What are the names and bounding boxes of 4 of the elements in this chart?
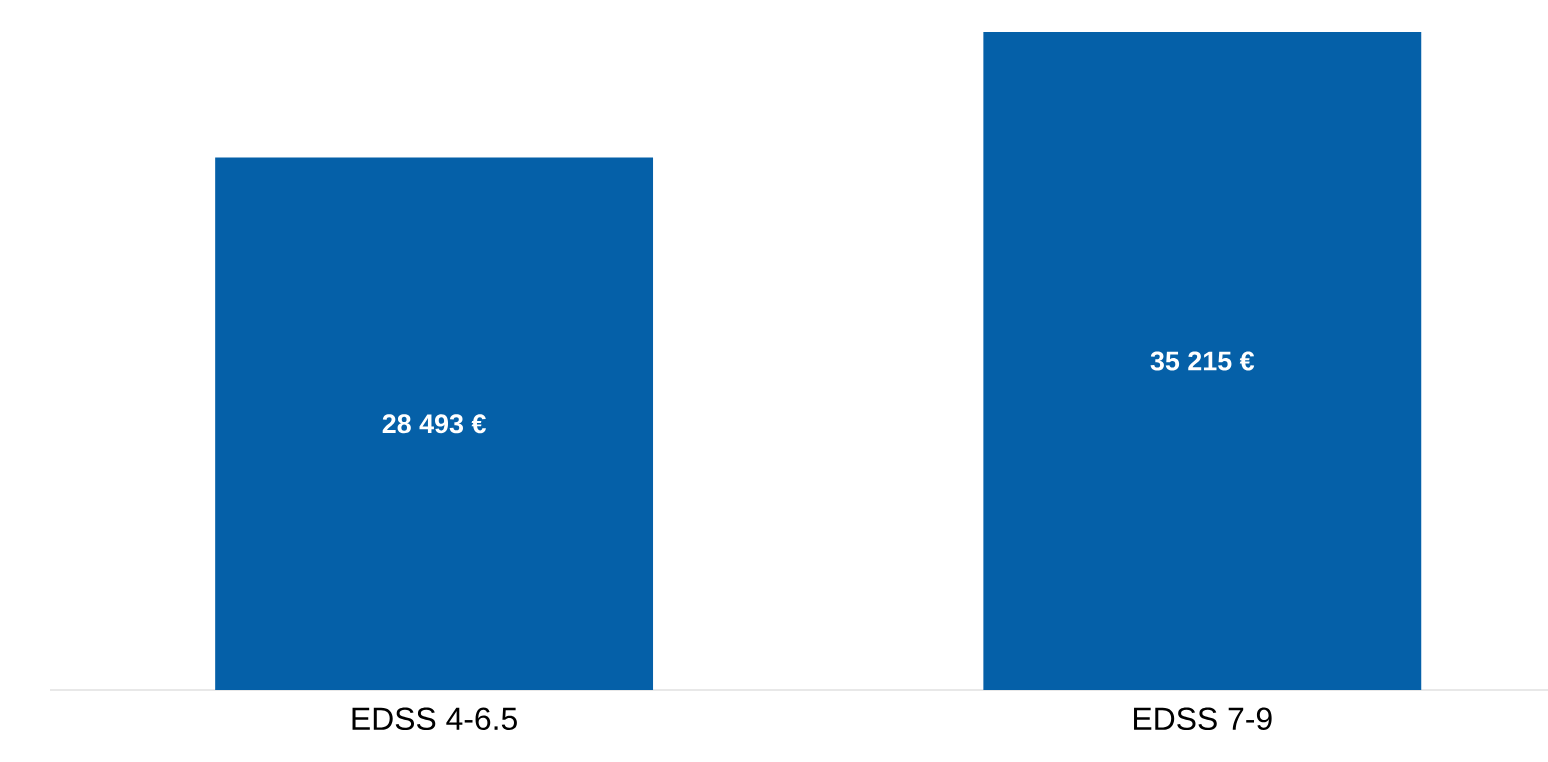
data-label: 28 493 € <box>382 414 486 434</box>
x-tick-label: EDSS 4-6.5 <box>352 707 517 731</box>
x-tick-label: EDSS 7-9 <box>1134 707 1272 731</box>
data-label: 35 215 € <box>1150 351 1255 371</box>
